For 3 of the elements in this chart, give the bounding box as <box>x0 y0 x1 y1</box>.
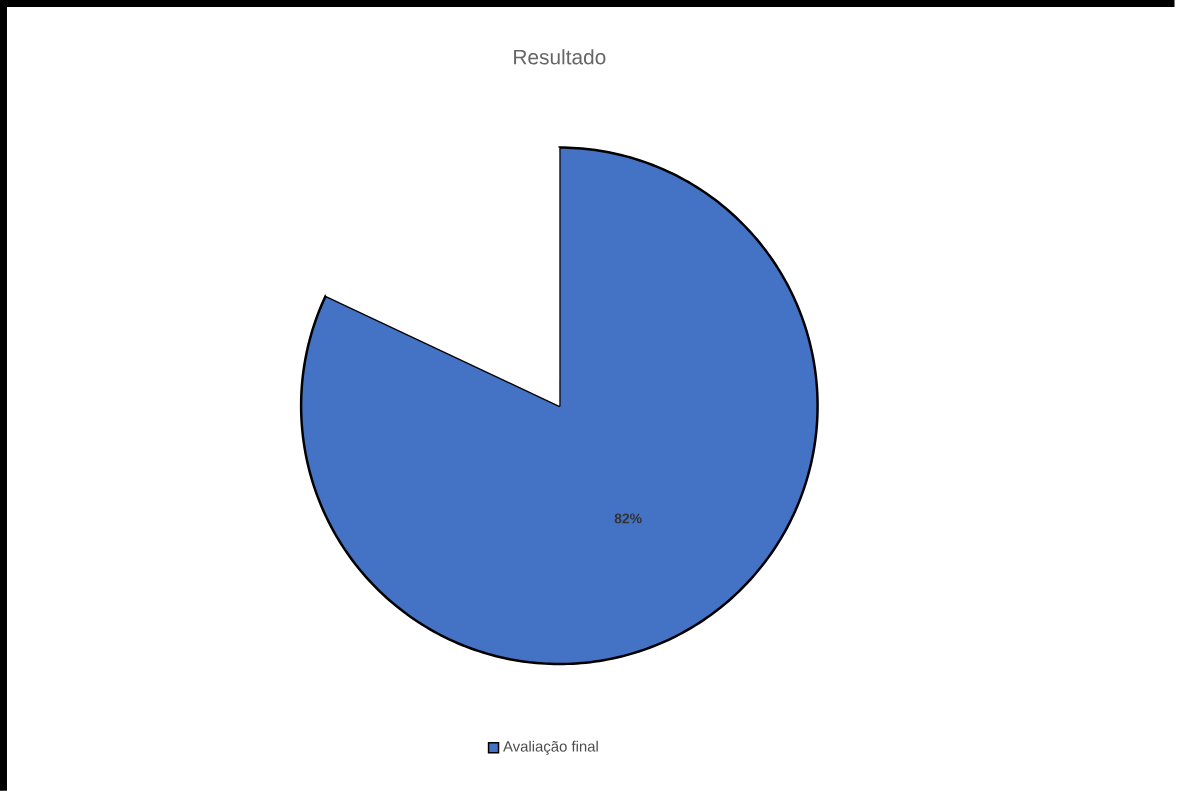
chart-title: Resultado <box>514 49 606 65</box>
data-label: 82% <box>614 513 642 524</box>
legend-label: Avaliação final <box>503 740 598 755</box>
